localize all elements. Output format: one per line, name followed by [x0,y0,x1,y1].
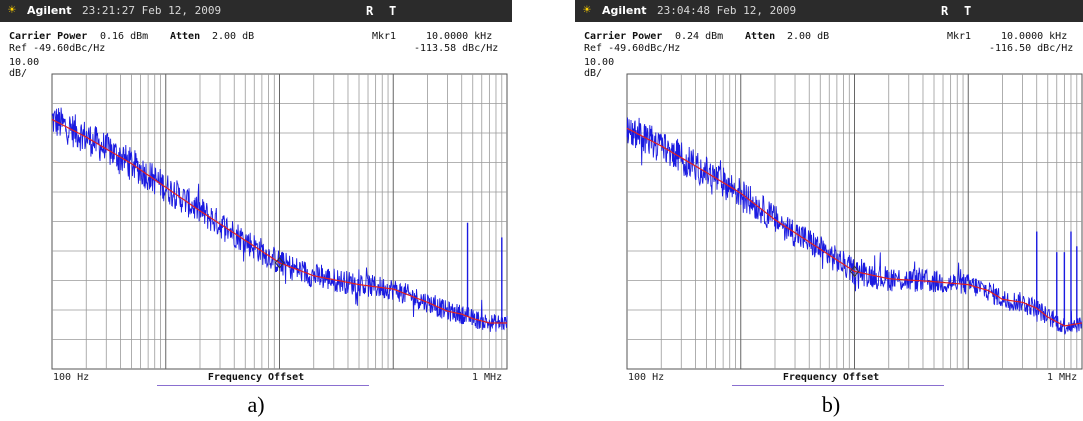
marker-label: Mkr1 [372,31,397,42]
brand-label: Agilent [27,4,72,17]
carrier-label: Carrier Power [9,31,88,42]
phase-noise-plot [51,73,508,370]
atten-value: 2.00 dB [787,31,830,42]
smoothed-trace [51,118,507,324]
marker-freq: 10.0000 kHz [1001,31,1068,42]
panel-caption: b) [821,392,841,417]
softkey-underline [157,385,369,386]
sun-icon: ☀ [583,3,591,18]
analyzer-panel-a: ☀ Agilent 23:21:27 Feb 12, 2009 R T Carr… [0,0,512,421]
status-r: R [366,4,374,18]
timestamp: 23:21:27 Feb 12, 2009 [82,4,222,17]
scale-value: 10.00 [9,57,40,68]
raw-trace [51,107,508,332]
smoothed-trace [626,127,1083,327]
status-t: T [389,4,397,18]
x-axis-label: Frequency Offset [207,372,305,383]
atten-label: Atten [745,31,776,42]
carrier-value: 0.16 dBm [100,31,149,42]
status-bar: ☀ Agilent 23:04:48 Feb 12, 2009 R T [575,0,1083,22]
x-start-label: 100 Hz [628,372,665,383]
ref-level: Ref -49.60dBc/Hz [9,43,106,54]
marker-label: Mkr1 [947,31,972,42]
sun-icon: ☀ [8,3,16,18]
softkey-underline [732,385,944,386]
phase-noise-plot [626,73,1083,370]
brand-label: Agilent [602,4,647,17]
panel-caption: a) [247,392,265,417]
status-r: R [941,4,949,18]
atten-value: 2.00 dB [212,31,255,42]
status-t: T [964,4,972,18]
status-bar: ☀ Agilent 23:21:27 Feb 12, 2009 R T [0,0,512,22]
marker-level: -113.58 dBc/Hz [414,43,499,54]
scale-unit: dB/ [9,68,28,79]
atten-label: Atten [170,31,201,42]
raw-trace [626,117,1083,335]
marker-level: -116.50 dBc/Hz [989,43,1074,54]
marker-diamond [274,256,285,269]
carrier-label: Carrier Power [584,31,663,42]
timestamp: 23:04:48 Feb 12, 2009 [657,4,797,17]
ref-level: Ref -49.60dBc/Hz [584,43,681,54]
x-axis-label: Frequency Offset [782,372,880,383]
analyzer-panel-b: ☀ Agilent 23:04:48 Feb 12, 2009 R T Carr… [575,0,1083,421]
marker-freq: 10.0000 kHz [426,31,493,42]
scale-unit: dB/ [584,68,603,79]
scale-value: 10.00 [584,57,615,68]
marker-diamond [849,265,860,278]
carrier-value: 0.24 dBm [675,31,724,42]
x-stop-label: 1 MHz [1047,372,1078,383]
x-stop-label: 1 MHz [472,372,503,383]
x-start-label: 100 Hz [53,372,90,383]
